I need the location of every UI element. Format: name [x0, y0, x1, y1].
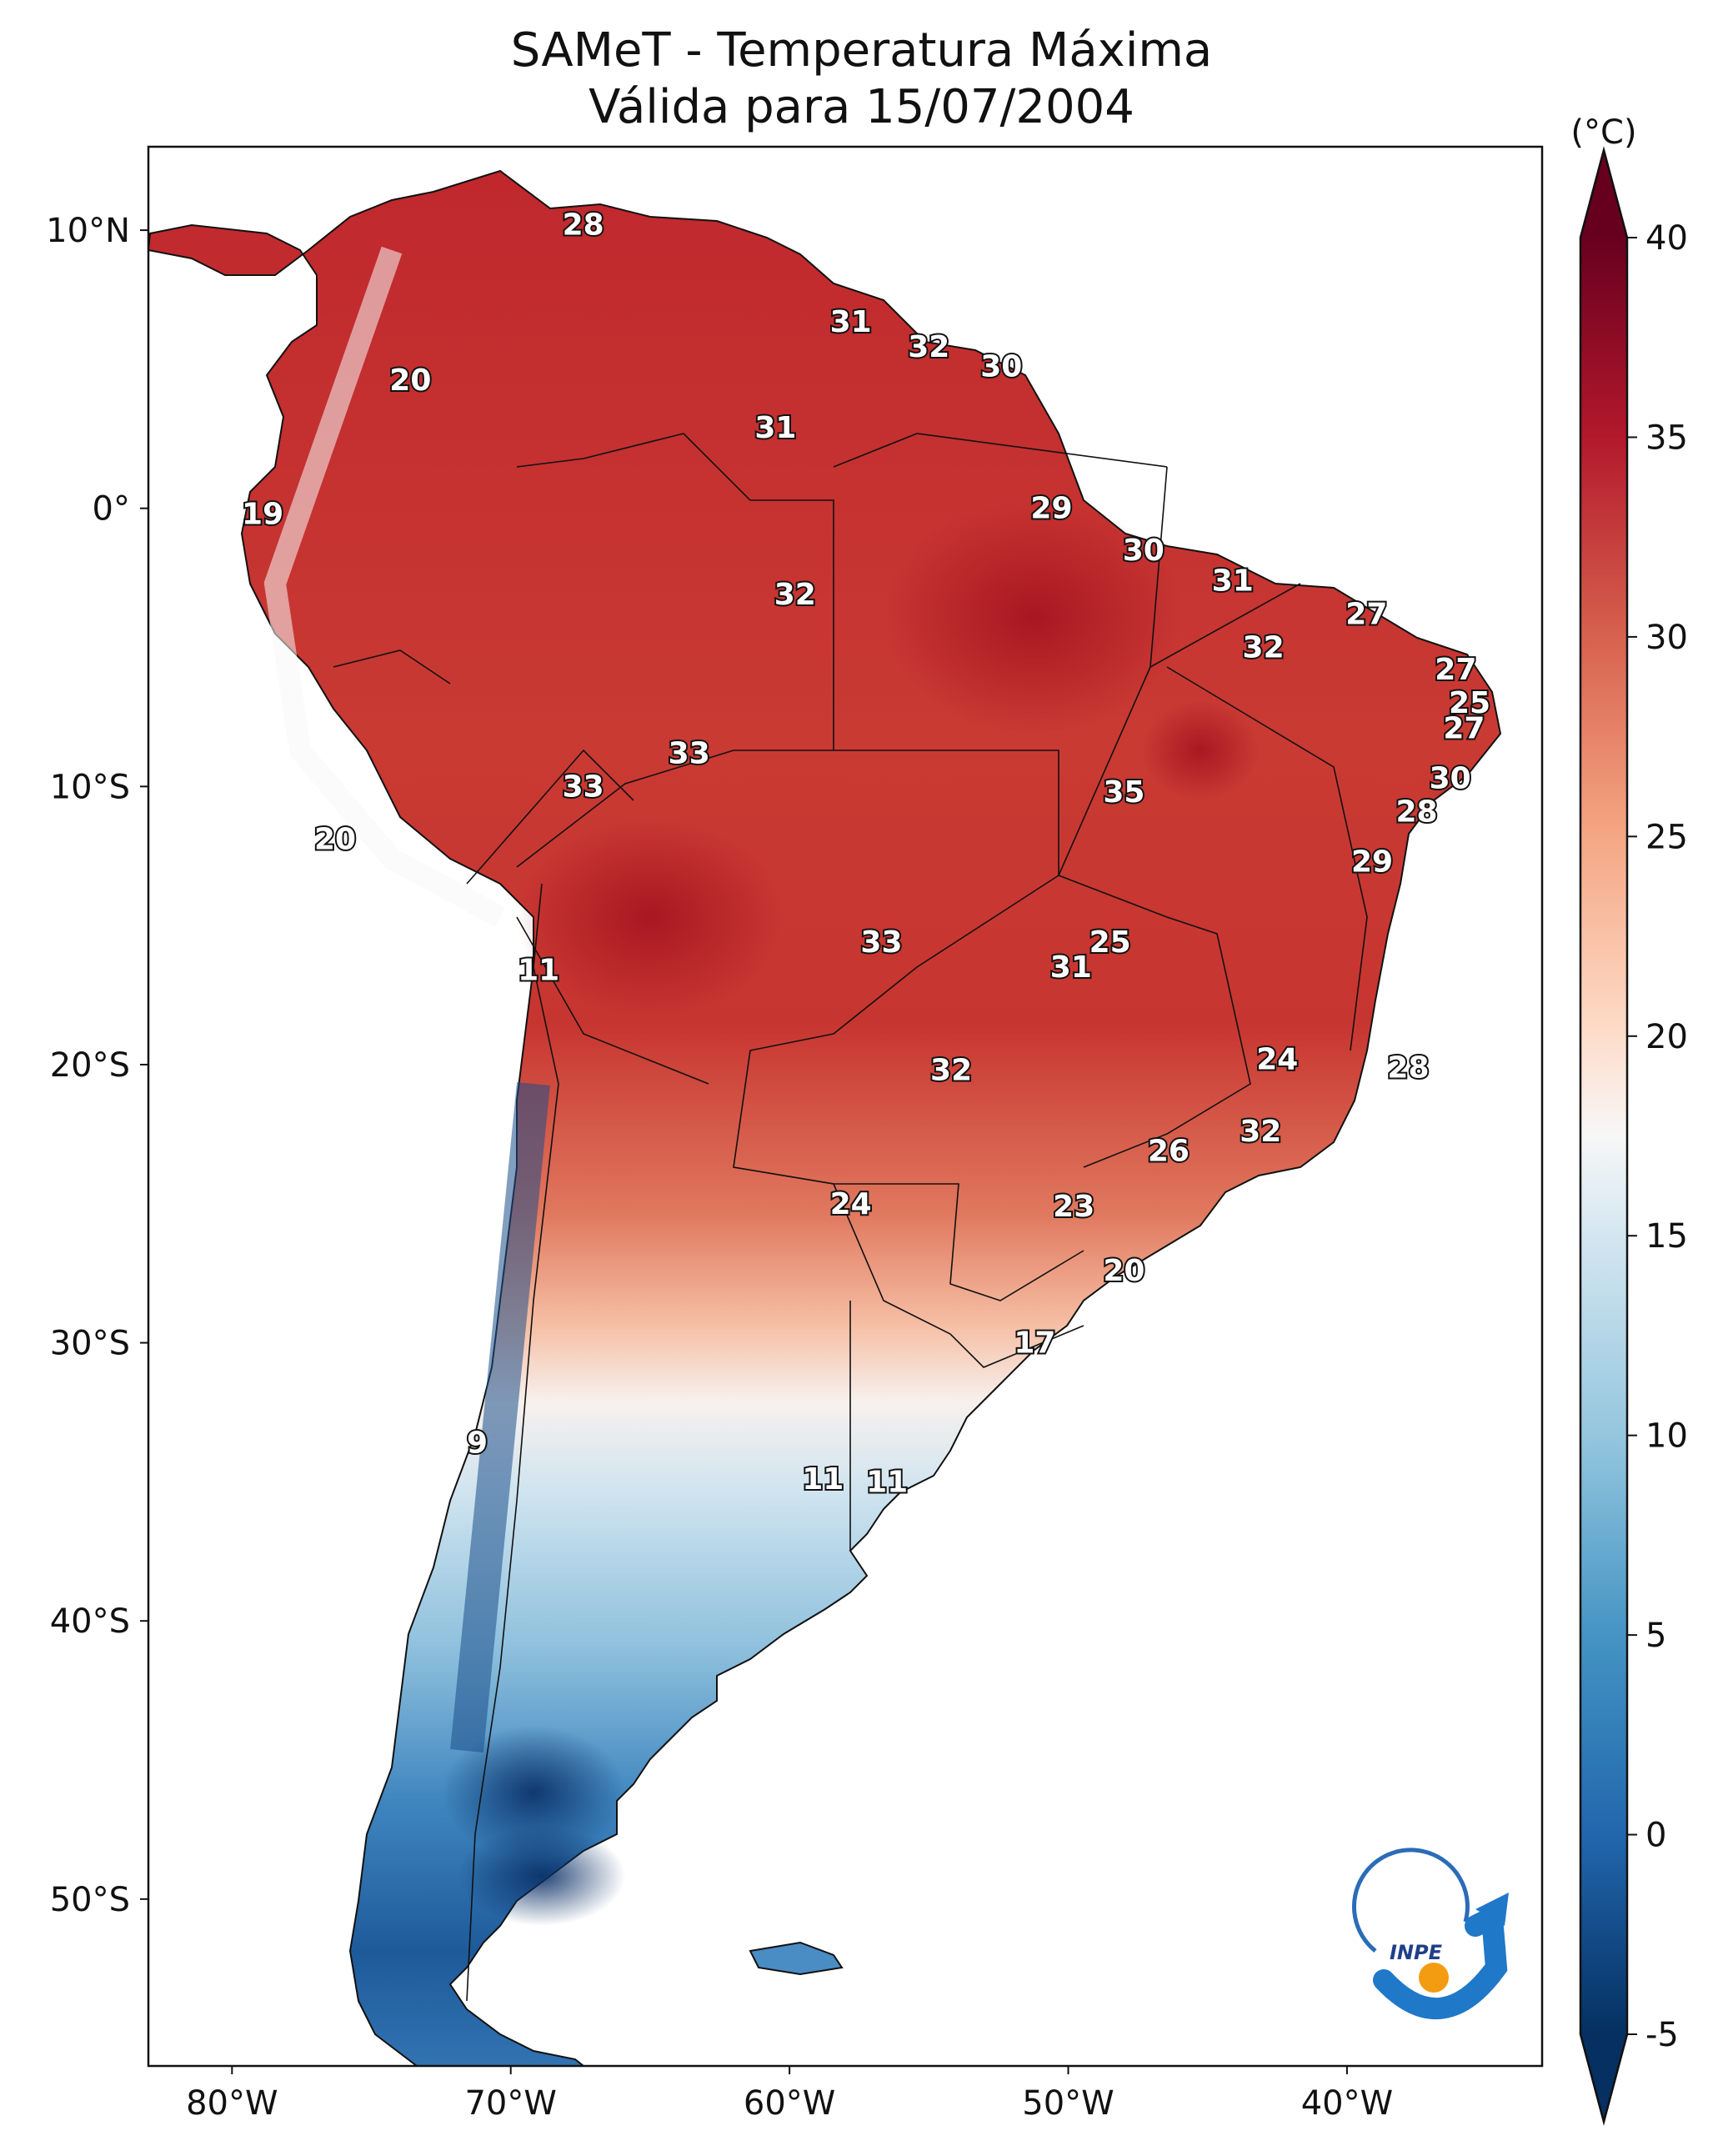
lat-tick-label: 40°S: [50, 1602, 130, 1641]
contour-label: 30: [1430, 761, 1471, 795]
political-borders: [333, 433, 1368, 2002]
colorbar: (°C) 40 35 30 25 20 15 10 5 0 -5: [1570, 113, 1688, 2126]
contour-label: 27: [1435, 653, 1476, 687]
lon-tick-label: 50°W: [1022, 2084, 1114, 2123]
map-subtitle: Válida para 15/07/2004: [589, 80, 1134, 134]
contour-label: 33: [860, 925, 902, 960]
contour-label: 20: [1103, 1254, 1144, 1288]
contour-label: 24: [1256, 1042, 1298, 1076]
colorbar-tick-label: 0: [1645, 1817, 1666, 1855]
lat-tick-label: 20°S: [50, 1046, 130, 1085]
hot-area: [884, 500, 1184, 734]
contour-label: 28: [1395, 795, 1437, 829]
contour-label: 11: [802, 1462, 844, 1497]
contour-label: 32: [1240, 1115, 1281, 1149]
logo-orbit-ring: [1351, 1848, 1470, 1953]
map-content: [148, 169, 1502, 2066]
contour-label: 17: [1014, 1326, 1055, 1361]
andes-cold-band: [450, 1082, 550, 1752]
contour-label: 29: [1030, 492, 1072, 526]
colorbar-ticks: 40 35 30 25 20 15 10 5 0 -5: [1627, 219, 1688, 2054]
contour-label: 27: [1443, 711, 1485, 745]
contour-label: 26: [1148, 1134, 1190, 1168]
contour-label: 19: [242, 497, 283, 531]
logo-arrow-head: [1475, 1893, 1509, 1926]
colorbar-tick-label: 15: [1645, 1217, 1688, 1256]
contour-label: 25: [1449, 686, 1490, 720]
contour-label: 31: [1050, 950, 1092, 985]
hot-area: [1142, 700, 1259, 800]
logo-swoosh: [1373, 1900, 1508, 2019]
colorbar-tick-label: 35: [1645, 419, 1688, 457]
lon-tick-label: 70°W: [464, 2084, 556, 2123]
contour-label: 27: [1345, 597, 1387, 631]
contour-label: 31: [754, 411, 796, 445]
logo-sun-dot: [1419, 1963, 1449, 1993]
map-title: SAMeT - Temperatura Máxima: [510, 23, 1213, 78]
hot-area: [517, 817, 784, 1017]
colorbar-min-extension: [1580, 2034, 1627, 2122]
map-frame: [147, 145, 1544, 2068]
latitude-axis: 10°N 0° 10°S 20°S 30°S 40°S 50°S: [46, 212, 148, 1919]
colorbar-max-extension: [1580, 150, 1627, 238]
contour-label: 30: [980, 350, 1022, 384]
longitude-axis: 80°W 70°W 60°W 50°W 40°W: [186, 2066, 1393, 2123]
contour-label: 20: [389, 364, 431, 398]
contour-label: 35: [1103, 775, 1144, 810]
colorbar-tick-label: 30: [1645, 619, 1688, 657]
contour-label: 32: [1243, 631, 1285, 665]
lon-tick-label: 60°W: [744, 2084, 835, 2123]
lat-tick-label: 30°S: [50, 1325, 130, 1363]
colorbar-tick-label: 20: [1645, 1018, 1688, 1056]
colorbar-gradient: [1580, 238, 1627, 2034]
lat-tick-label: 0°: [93, 490, 130, 529]
lat-tick-label: 10°S: [50, 768, 130, 806]
lat-tick-label: 50°S: [50, 1881, 130, 1919]
contour-label: 11: [518, 954, 559, 988]
contour-label: 33: [563, 770, 604, 804]
cold-area: [458, 1826, 625, 1926]
contour-label: 25: [1089, 925, 1131, 960]
contour-label: 28: [563, 208, 604, 242]
contour-label: 28: [1387, 1050, 1429, 1085]
lon-tick-label: 40°W: [1301, 2084, 1393, 2123]
lon-tick-label: 80°W: [186, 2084, 278, 2123]
contour-label: 29: [1351, 845, 1393, 879]
colorbar-tick-label: 5: [1645, 1617, 1666, 1655]
contour-label: 23: [1053, 1190, 1094, 1224]
colorbar-tick-label: 40: [1645, 219, 1688, 258]
colorbar-tick-label: 25: [1645, 818, 1688, 856]
contour-label: 20: [314, 823, 356, 857]
contour-label: 30: [1123, 534, 1165, 568]
contour-label: 32: [930, 1054, 972, 1088]
colorbar-tick-label: -5: [1645, 2016, 1679, 2054]
inpe-logo: INPE: [1351, 1848, 1509, 2019]
contour-label: 33: [669, 736, 710, 770]
contour-label: 31: [1212, 564, 1254, 598]
contour-label: 32: [908, 330, 949, 364]
contour-label: 9: [467, 1426, 488, 1461]
colorbar-tick-label: 10: [1645, 1417, 1688, 1456]
contour-label: 24: [830, 1187, 872, 1221]
contour-label: 31: [830, 305, 872, 339]
logo-text: INPE: [1390, 1941, 1443, 1964]
contour-labels: 2820193132303132293031273227252730282933…: [240, 206, 1492, 1501]
cold-area: [442, 1726, 625, 1859]
falkland-islands: [749, 1941, 844, 1976]
andes-cool-band: [263, 246, 506, 927]
colorbar-unit: (°C): [1570, 113, 1636, 152]
contour-label: 11: [866, 1465, 908, 1499]
lat-tick-label: 10°N: [46, 212, 130, 250]
contour-label: 32: [774, 578, 816, 612]
